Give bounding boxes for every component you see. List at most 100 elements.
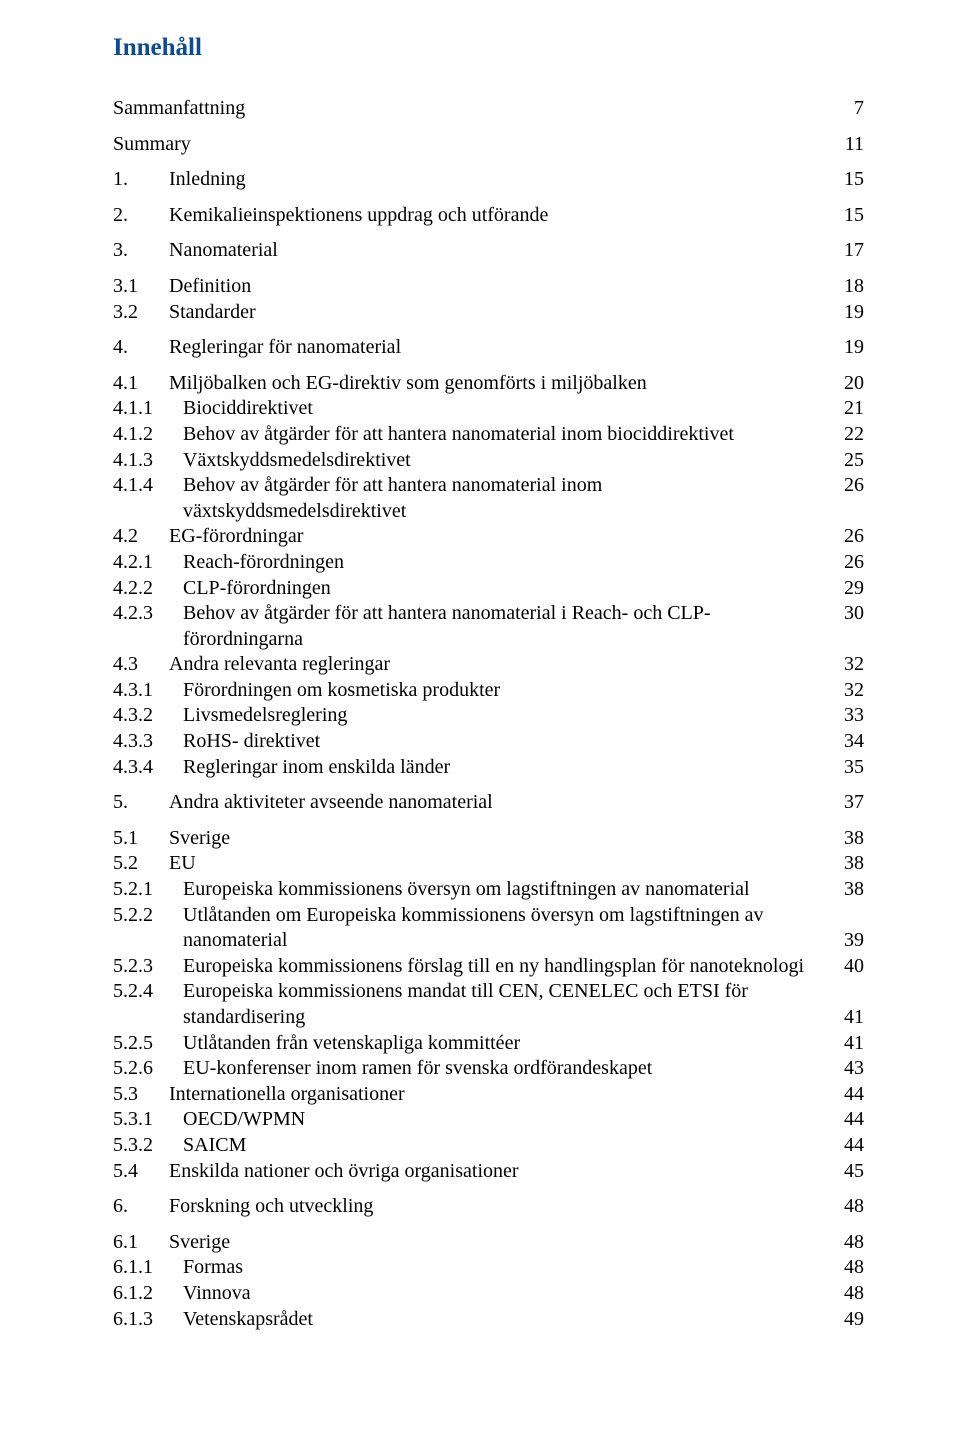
toc-entry-number: 5.2.5 (113, 1031, 183, 1057)
toc-entry-number: 4.1.1 (113, 396, 183, 422)
toc-entry-page: 35 (836, 755, 864, 781)
toc-entry-label: Regleringar inom enskilda länder (183, 755, 836, 781)
toc-entry-number: 4.1.3 (113, 448, 183, 474)
toc-entry-number: 5.4 (113, 1159, 169, 1185)
toc-entry: 4.1.4Behov av åtgärder för att hantera n… (113, 473, 864, 524)
toc-entry-number: 2. (113, 203, 169, 229)
toc-entry-number: 4. (113, 335, 169, 361)
toc-entry-page: 41 (836, 1031, 864, 1057)
toc-entry-number: 6.1 (113, 1230, 169, 1256)
toc-entry-number: 4.3.3 (113, 729, 183, 755)
toc-entry-number: 4.3.2 (113, 703, 183, 729)
toc-entry: 5.2.4Europeiska kommissionens mandat til… (113, 979, 864, 1005)
toc-entry-label: Definition (169, 274, 836, 300)
toc-entry-page: 48 (836, 1194, 864, 1220)
toc-entry: 3.2Standarder19 (113, 300, 864, 326)
toc-entry-page: 22 (836, 422, 864, 448)
toc-entry-page: 38 (836, 877, 864, 903)
toc-entry-label: RoHS- direktivet (183, 729, 836, 755)
toc-entry: 5.3.2SAICM44 (113, 1133, 864, 1159)
toc-entry: 5.2.6EU-konferenser inom ramen för svens… (113, 1056, 864, 1082)
toc-entry-number: 5.3.1 (113, 1107, 183, 1133)
toc-entry-label: Miljöbalken och EG-direktiv som genomför… (169, 371, 836, 397)
toc-entry-label: Utlåtanden från vetenskapliga kommittéer (183, 1031, 836, 1057)
toc-entry-page: 40 (836, 954, 864, 980)
toc-entry-page: 44 (836, 1107, 864, 1133)
toc-entry-page: 38 (836, 826, 864, 852)
toc-entry-page: 15 (836, 167, 864, 193)
toc-entry-page: 15 (836, 203, 864, 229)
toc-entry-label: Utlåtanden om Europeiska kommissionens ö… (183, 903, 836, 929)
toc-entry-page: 26 (836, 524, 864, 550)
toc-entry-label: Vetenskapsrådet (183, 1307, 836, 1333)
toc-entry-number: 4.3.4 (113, 755, 183, 781)
toc-entry-number: 4.3.1 (113, 678, 183, 704)
toc-entry: 5.2.2Utlåtanden om Europeiska kommission… (113, 903, 864, 929)
toc-entry: Sammanfattning7 (113, 96, 864, 122)
toc-entry-label: SAICM (183, 1133, 836, 1159)
toc-entry-label: Regleringar för nanomaterial (169, 335, 836, 361)
toc-entry-label: Vinnova (183, 1281, 836, 1307)
toc-entry-label: standardisering (113, 1005, 836, 1031)
toc-entry-number: 3.1 (113, 274, 169, 300)
toc-entry-label: Behov av åtgärder för att hantera nanoma… (183, 422, 836, 448)
toc-entry: standardisering41 (113, 1005, 864, 1031)
toc-entry: 5.3Internationella organisationer44 (113, 1082, 864, 1108)
toc-entry-page: 11 (836, 132, 864, 158)
toc-entry-number: 5.2 (113, 851, 169, 877)
toc-entry: 5.2.3Europeiska kommissionens förslag ti… (113, 954, 864, 980)
toc-entry-number: 5.2.1 (113, 877, 183, 903)
toc-entry-label: Andra relevanta regleringar (169, 652, 836, 678)
toc-entry-page: 21 (836, 396, 864, 422)
toc-entry-page: 41 (836, 1005, 864, 1031)
table-of-contents: Sammanfattning7 Summary11 1.Inledning15 2.K… (113, 96, 864, 1332)
toc-entry-label: Behov av åtgärder för att hantera nanoma… (183, 473, 836, 524)
toc-entry: 6.1.2Vinnova48 (113, 1281, 864, 1307)
toc-entry-page: 44 (836, 1133, 864, 1159)
toc-entry-number: 3. (113, 238, 169, 264)
toc-entry-label: Summary (113, 132, 836, 158)
toc-entry-page: 17 (836, 238, 864, 264)
toc-entry: 4.2.1Reach-förordningen26 (113, 550, 864, 576)
toc-entry-page: 37 (836, 790, 864, 816)
toc-entry-page: 32 (836, 678, 864, 704)
toc-entry-label: Internationella organisationer (169, 1082, 836, 1108)
toc-entry-number: 4.2 (113, 524, 169, 550)
toc-entry-label: Europeiska kommissionens förslag till en… (183, 954, 836, 980)
toc-entry: 4.3Andra relevanta regleringar32 (113, 652, 864, 678)
toc-entry: 2.Kemikalieinspektionens uppdrag och utf… (113, 203, 864, 229)
toc-entry: nanomaterial39 (113, 928, 864, 954)
toc-entry: 4.2.2CLP-förordningen29 (113, 576, 864, 602)
toc-entry-page: 29 (836, 576, 864, 602)
toc-entry-page: 34 (836, 729, 864, 755)
toc-entry-label: Behov av åtgärder för att hantera nanoma… (183, 601, 836, 652)
toc-entry-label: Forskning och utveckling (169, 1194, 836, 1220)
toc-entry-page: 49 (836, 1307, 864, 1333)
toc-entry-label: Sammanfattning (113, 96, 836, 122)
toc-entry-page: 48 (836, 1230, 864, 1256)
toc-entry-label: Sverige (169, 1230, 836, 1256)
toc-entry: 1.Inledning15 (113, 167, 864, 193)
toc-entry: 5.4Enskilda nationer och övriga organisa… (113, 1159, 864, 1185)
toc-entry-label: Förordningen om kosmetiska produkter (183, 678, 836, 704)
toc-entry-number: 4.1 (113, 371, 169, 397)
toc-entry-label: Kemikalieinspektionens uppdrag och utför… (169, 203, 836, 229)
toc-entry-page: 38 (836, 851, 864, 877)
toc-entry-number: 4.1.4 (113, 473, 183, 499)
toc-entry-number: 4.2.3 (113, 601, 183, 627)
toc-entry-page: 45 (836, 1159, 864, 1185)
toc-entry-label: Andra aktiviteter avseende nanomaterial (169, 790, 836, 816)
toc-entry: 5.1Sverige38 (113, 826, 864, 852)
toc-entry: 6.1.1Formas48 (113, 1255, 864, 1281)
toc-entry: 4.3.4Regleringar inom enskilda länder35 (113, 755, 864, 781)
toc-entry-label: Nanomaterial (169, 238, 836, 264)
toc-entry: 3.1Definition18 (113, 274, 864, 300)
toc-entry-label: Sverige (169, 826, 836, 852)
toc-entry-label: OECD/WPMN (183, 1107, 836, 1133)
toc-entry-label: Standarder (169, 300, 836, 326)
toc-entry-number: 5.2.2 (113, 903, 183, 929)
toc-entry: 5.2EU38 (113, 851, 864, 877)
toc-entry: 4.1.1Biociddirektivet21 (113, 396, 864, 422)
toc-entry-page: 44 (836, 1082, 864, 1108)
toc-entry-number: 6.1.1 (113, 1255, 183, 1281)
